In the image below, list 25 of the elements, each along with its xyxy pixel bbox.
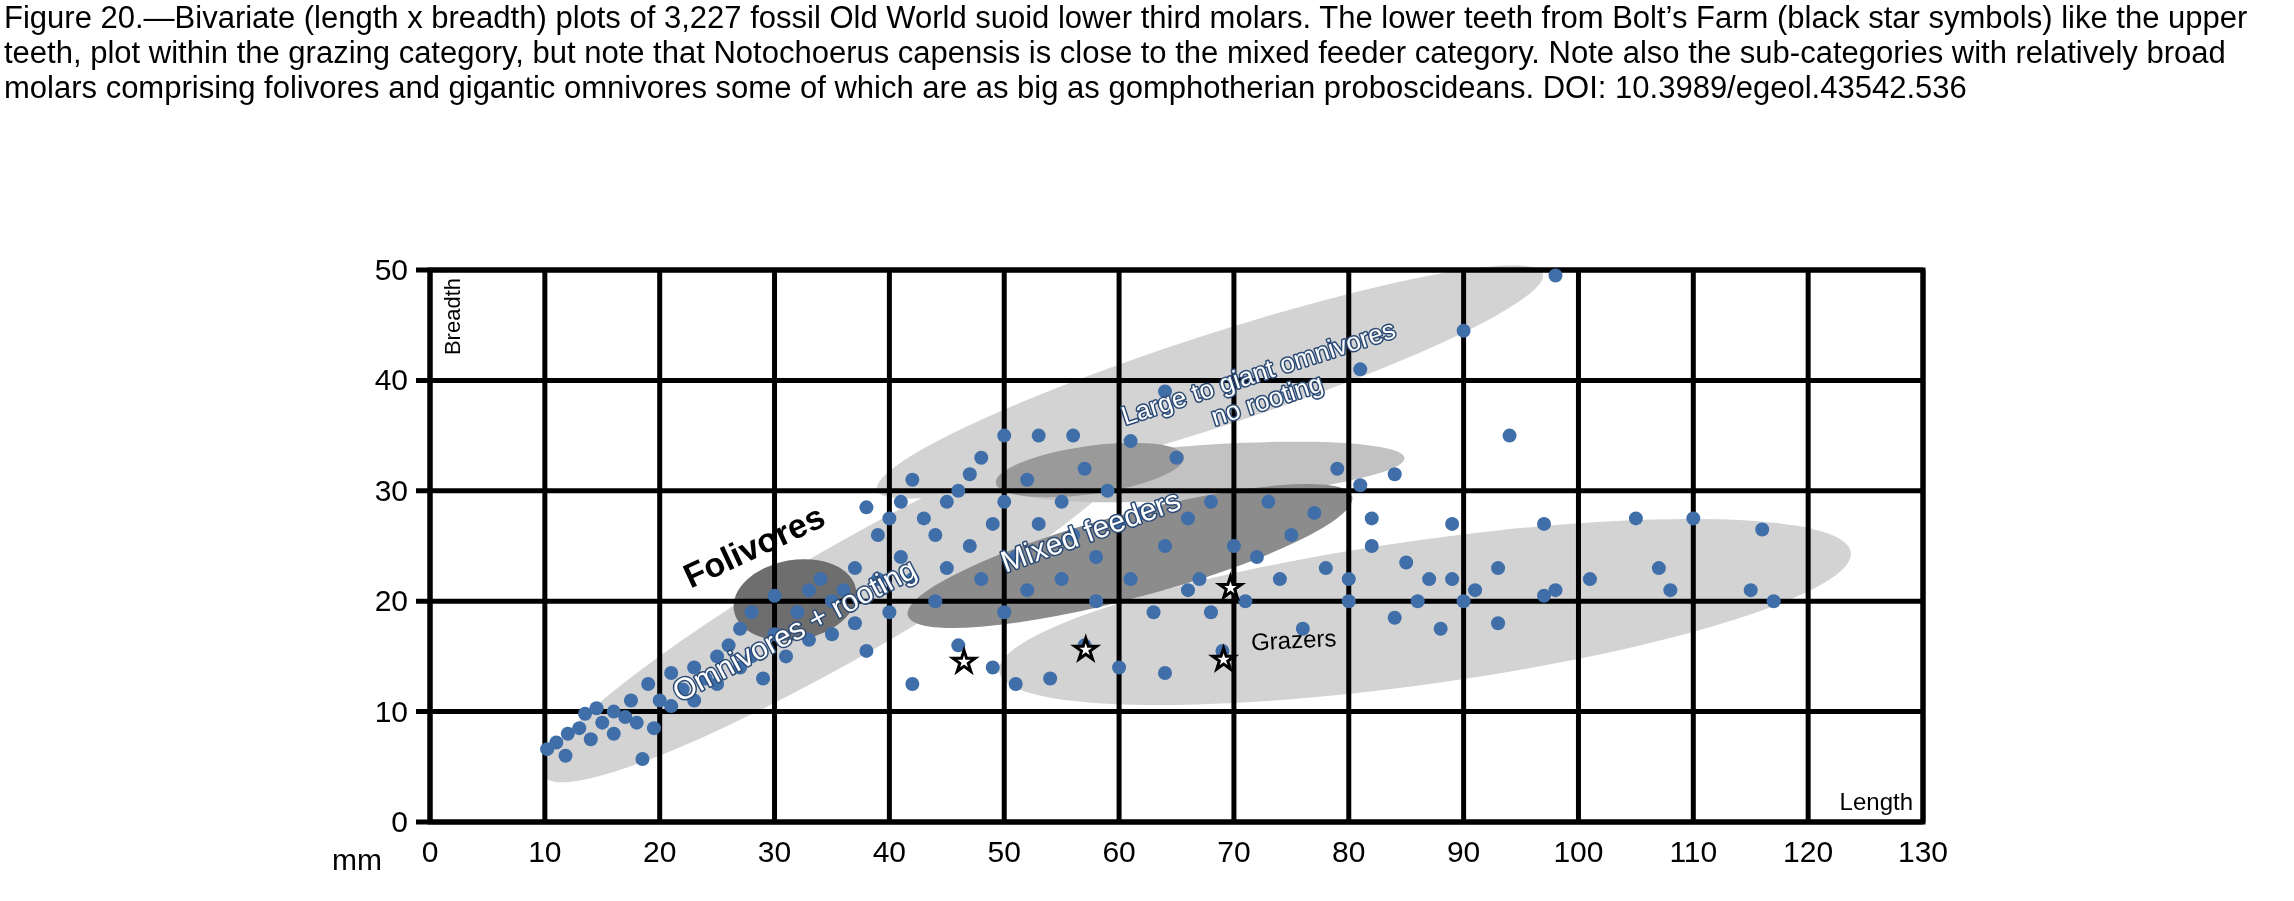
x-tick-label: 30 <box>757 835 792 868</box>
y-tick-label: 50 <box>374 253 408 286</box>
y-tick-label: 0 <box>391 805 408 838</box>
x-tick-label: 130 <box>1897 835 1949 868</box>
chart-title: Figure 20.—Bivariate (length x breadth) plots of 3,227 fossil Old World suoid lower third molars. The lower teeth from Bolt’s Farm (black star symbols) like the upper teeth, plot within the grazing category, but note that Notochoerus capensis is close to the mixed feeder category. Note also the sub-categories with relatively broad molars comprising folivores and gigantic omnivores some of which are as big as gomphotherian proboscideans. DOI: 10.3989/egeol.43542.536 <box>4 0 2248 105</box>
x-axis-title: Length <box>1839 788 1913 815</box>
annotation: Grazers <box>1250 624 1337 656</box>
y-axis-title: Breadth <box>440 278 465 356</box>
x-tick-label: 70 <box>1217 835 1251 868</box>
x-tick-label: 110 <box>1669 835 1718 868</box>
x-tick-label: 100 <box>1553 835 1604 868</box>
y-tick-label: 40 <box>374 363 408 397</box>
y-tick-label: 10 <box>374 694 408 728</box>
x-tick-label: 20 <box>643 835 677 868</box>
x-tick-label: 0 <box>421 835 439 868</box>
x-tick-label: 40 <box>872 835 907 868</box>
x-tick-label: 80 <box>1332 835 1366 868</box>
y-tick-label: 30 <box>374 473 408 507</box>
x-tick-label: 120 <box>1783 835 1834 868</box>
x-tick-label: 10 <box>528 835 562 868</box>
text: mm <box>332 843 382 876</box>
y-tick-label: 20 <box>374 584 408 618</box>
x-tick-label: 90 <box>1446 835 1481 868</box>
x-tick-label: 60 <box>1102 835 1136 868</box>
x-tick-label: 50 <box>987 835 1021 868</box>
